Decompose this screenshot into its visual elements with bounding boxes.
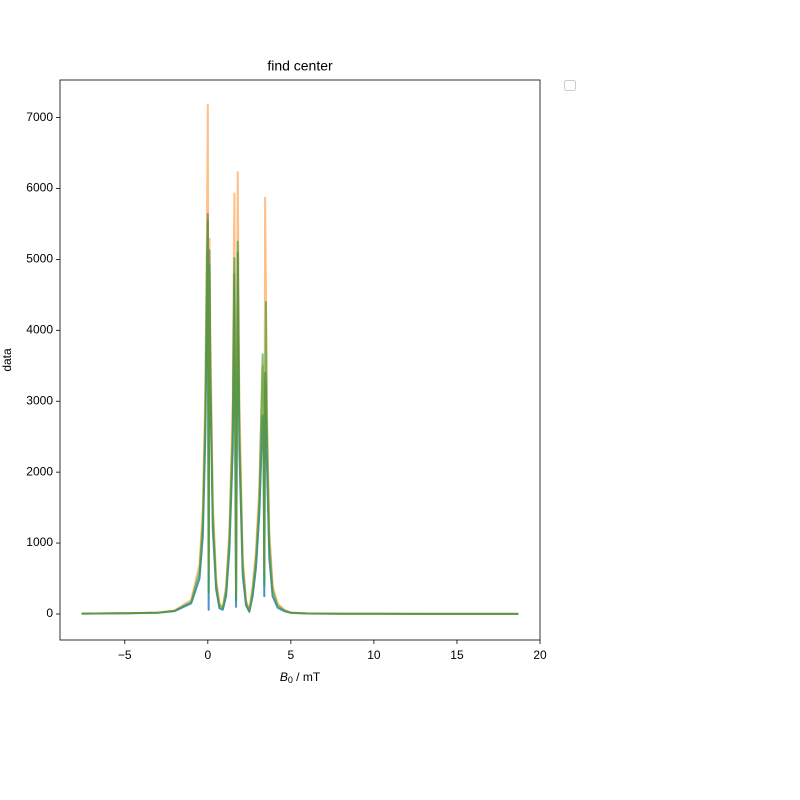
chart-title: find center [267, 58, 333, 74]
legend-box [564, 80, 576, 91]
y-tick-label: 4000 [26, 322, 53, 336]
series-line [81, 220, 519, 615]
x-tick-label: 5 [288, 648, 295, 662]
y-tick-label: 3000 [26, 393, 53, 407]
y-axis-label: data [0, 348, 14, 372]
y-tick-label: 2000 [26, 464, 53, 478]
axes-frame [59, 79, 541, 641]
x-label-sub: 0 [288, 675, 293, 685]
x-tick-label: 0 [204, 648, 211, 662]
x-axis-label: B0 / mT [280, 670, 321, 685]
x-label-var: B [280, 670, 288, 684]
x-tick-label: 20 [533, 648, 547, 662]
x-tick-label: 10 [367, 648, 381, 662]
x-tick-label: −5 [118, 648, 132, 662]
x-label-unit: / mT [293, 670, 321, 684]
y-tick-label: 6000 [26, 181, 53, 195]
y-tick-label: 1000 [26, 535, 53, 549]
y-tick-label: 7000 [26, 110, 53, 124]
y-tick-label: 5000 [26, 252, 53, 266]
x-tick-label: 15 [450, 648, 464, 662]
plot-area [81, 103, 519, 615]
y-tick-label: 0 [46, 606, 53, 620]
